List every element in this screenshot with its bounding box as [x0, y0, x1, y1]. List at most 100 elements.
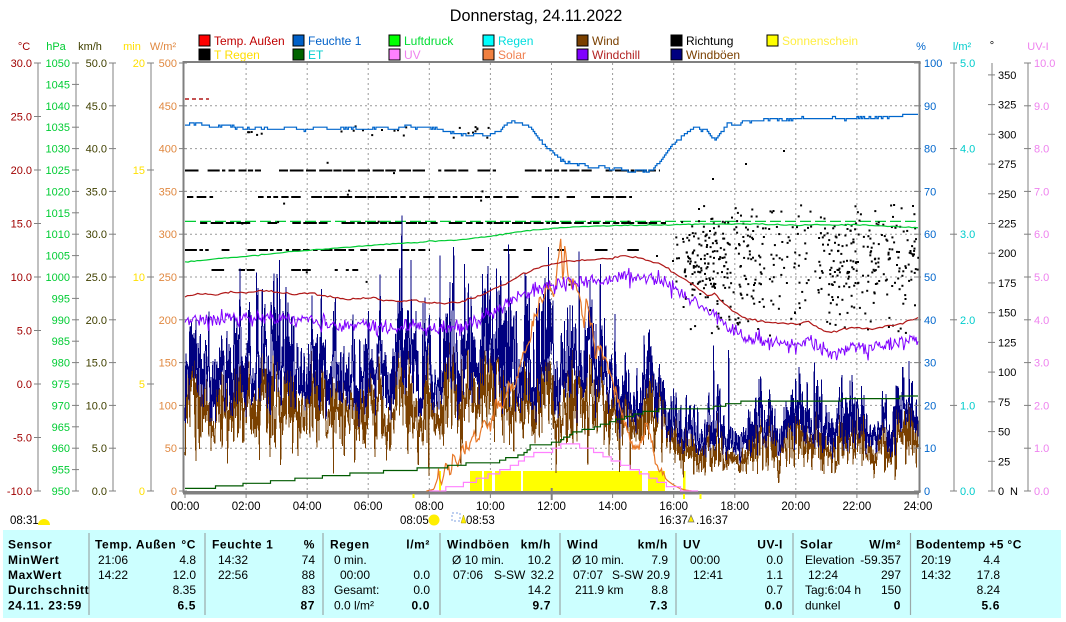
svg-text:Solar: Solar	[498, 48, 526, 62]
svg-text:10:00: 10:00	[476, 501, 505, 513]
svg-text:950: 950	[52, 486, 70, 498]
svg-text:200: 200	[998, 248, 1016, 260]
svg-text:5.6: 5.6	[982, 598, 1000, 612]
svg-text:N: N	[1010, 486, 1018, 498]
svg-text:15.0: 15.0	[86, 358, 107, 370]
svg-text:W/m²: W/m²	[869, 538, 901, 552]
svg-text:8.24: 8.24	[977, 583, 1001, 597]
svg-text:200: 200	[159, 315, 177, 327]
svg-text:10.0: 10.0	[11, 272, 32, 284]
svg-text:965: 965	[52, 422, 70, 434]
svg-text:1040: 1040	[46, 101, 70, 113]
svg-text:150: 150	[881, 583, 901, 597]
svg-text:8.8: 8.8	[651, 583, 668, 597]
svg-text:5.0: 5.0	[92, 443, 107, 455]
svg-text:74: 74	[302, 553, 316, 567]
svg-text:hPa: hPa	[46, 41, 66, 53]
svg-text:12.0: 12.0	[173, 568, 197, 582]
svg-text:0.0: 0.0	[413, 583, 430, 597]
svg-text:Feuchte 1: Feuchte 1	[212, 538, 273, 552]
svg-text:ET: ET	[308, 48, 324, 62]
svg-text:5: 5	[139, 379, 145, 391]
svg-text:3.0: 3.0	[1034, 358, 1049, 370]
svg-text:2.0: 2.0	[1034, 400, 1049, 412]
svg-text:Richtung: Richtung	[686, 34, 733, 48]
svg-text:Regen: Regen	[330, 538, 370, 552]
svg-text:10: 10	[924, 443, 936, 455]
svg-text:10.0: 10.0	[1034, 58, 1055, 70]
svg-text:24.11. 23:59: 24.11. 23:59	[8, 598, 82, 612]
svg-text:21:06: 21:06	[98, 553, 128, 567]
svg-text:4.0: 4.0	[1034, 315, 1049, 327]
svg-text:150: 150	[159, 358, 177, 370]
svg-text:1.0: 1.0	[960, 400, 975, 412]
svg-text:15: 15	[133, 165, 145, 177]
svg-text:06:00: 06:00	[354, 501, 383, 513]
svg-text:0: 0	[998, 486, 1004, 498]
svg-text:0.0: 0.0	[412, 598, 430, 612]
svg-text:17.8: 17.8	[977, 568, 1001, 582]
svg-text:500: 500	[159, 58, 177, 70]
svg-text:0 min.: 0 min.	[334, 553, 367, 567]
svg-text:0.0: 0.0	[960, 486, 975, 498]
svg-text:Regen: Regen	[498, 34, 533, 48]
svg-text:08:53: 08:53	[466, 515, 495, 527]
svg-text:MinWert: MinWert	[8, 553, 59, 567]
svg-text:25.0: 25.0	[86, 272, 107, 284]
svg-text:1045: 1045	[46, 79, 70, 91]
svg-text:00:00: 00:00	[340, 568, 370, 582]
svg-text:960: 960	[52, 443, 70, 455]
svg-text:0.0: 0.0	[17, 379, 32, 391]
svg-text:00:00: 00:00	[690, 553, 720, 567]
svg-text:8.35: 8.35	[173, 583, 197, 597]
svg-text:12:24: 12:24	[808, 568, 838, 582]
svg-text:1050: 1050	[46, 58, 70, 70]
svg-text:Bodentemp +5: Bodentemp +5	[916, 538, 1004, 552]
svg-text:70: 70	[924, 186, 936, 198]
svg-text:975: 975	[52, 379, 70, 391]
svg-text:45.0: 45.0	[86, 101, 107, 113]
svg-text:Ø 10 min.: Ø 10 min.	[572, 553, 624, 567]
svg-text:°C: °C	[1007, 538, 1022, 552]
svg-text:1015: 1015	[46, 208, 70, 220]
svg-text:Feuchte 1: Feuchte 1	[308, 34, 362, 48]
svg-text:Donnerstag, 24.11.2022: Donnerstag, 24.11.2022	[450, 7, 623, 25]
svg-text:km/h: km/h	[521, 538, 551, 552]
svg-text:275: 275	[998, 159, 1016, 171]
svg-text:07:07: 07:07	[573, 568, 603, 582]
svg-text:24:00: 24:00	[904, 501, 933, 513]
svg-text:9.7: 9.7	[533, 598, 551, 612]
svg-text:08:05: 08:05	[400, 515, 429, 527]
svg-text:0.0: 0.0	[413, 568, 430, 582]
svg-text:970: 970	[52, 400, 70, 412]
svg-text:50.0: 50.0	[86, 58, 107, 70]
svg-text:0.0: 0.0	[1034, 486, 1049, 498]
svg-text:0.7: 0.7	[766, 583, 783, 597]
svg-text:6.0: 6.0	[1034, 229, 1049, 241]
svg-text:9.0: 9.0	[1034, 101, 1049, 113]
svg-text:UV-I: UV-I	[757, 538, 783, 552]
svg-text:Wind: Wind	[592, 34, 619, 48]
svg-text:25.0: 25.0	[11, 112, 32, 124]
svg-text:Ø 10 min.: Ø 10 min.	[452, 553, 504, 567]
svg-text:1.0: 1.0	[1034, 443, 1049, 455]
svg-text:-5.0: -5.0	[13, 433, 32, 445]
svg-text:Solar: Solar	[800, 538, 833, 552]
svg-text:30.0: 30.0	[11, 58, 32, 70]
svg-text:40: 40	[924, 315, 936, 327]
svg-text:1010: 1010	[46, 229, 70, 241]
svg-text:km/h: km/h	[638, 538, 668, 552]
svg-text:400: 400	[159, 144, 177, 156]
svg-text:Temp. Außen: Temp. Außen	[214, 34, 285, 48]
svg-text:100: 100	[924, 58, 942, 70]
svg-text:297: 297	[881, 568, 901, 582]
svg-text:300: 300	[159, 229, 177, 241]
svg-text:995: 995	[52, 293, 70, 305]
svg-text:5.0: 5.0	[1034, 272, 1049, 284]
svg-text:22:56: 22:56	[218, 568, 248, 582]
svg-text:7.3: 7.3	[650, 598, 668, 612]
svg-text:22:00: 22:00	[843, 501, 872, 513]
svg-text:325: 325	[998, 100, 1016, 112]
svg-text:5.0: 5.0	[17, 326, 32, 338]
svg-text:20: 20	[924, 400, 936, 412]
